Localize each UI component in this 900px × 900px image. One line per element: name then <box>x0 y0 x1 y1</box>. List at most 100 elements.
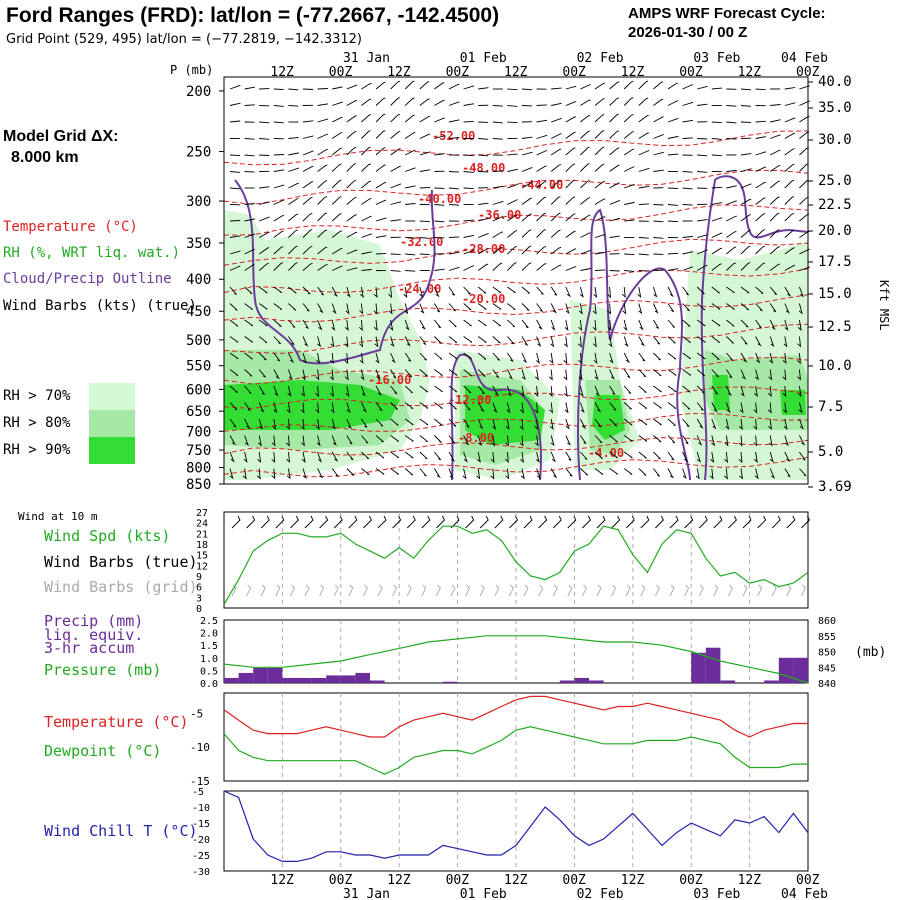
wind-barb <box>244 233 256 238</box>
wind-barb <box>653 98 664 106</box>
wind-barb <box>434 303 441 313</box>
wind-barb <box>580 197 591 205</box>
wind-barb <box>667 187 679 190</box>
wind-barb-true <box>567 515 577 529</box>
wind-barb <box>796 352 801 365</box>
wind-barb <box>448 402 457 410</box>
wind-barb <box>258 435 262 447</box>
wind-barb <box>753 402 758 414</box>
wind-barb <box>579 286 584 298</box>
wind-barb <box>638 132 650 139</box>
wind-barb <box>315 402 320 414</box>
wind-barb <box>375 81 386 90</box>
wind-barb <box>726 170 737 172</box>
wind-barb <box>317 148 328 156</box>
wind-barb <box>286 418 290 431</box>
wind-barb <box>273 184 285 189</box>
wind-barb <box>463 402 471 411</box>
wind-barb <box>419 98 430 106</box>
wind-barb <box>492 418 497 430</box>
precip-bar <box>267 667 283 683</box>
wind-barb <box>507 153 518 156</box>
wind-barb <box>536 229 546 238</box>
wind-barb <box>740 319 749 328</box>
wind-barb-true <box>582 515 591 529</box>
wind-barb <box>682 303 690 312</box>
precip-bar <box>224 677 239 683</box>
wind-barb <box>653 352 661 361</box>
wind-barb <box>448 303 456 312</box>
wind-barb <box>419 402 429 409</box>
temperature-contour <box>223 169 809 205</box>
wind-barb <box>331 132 343 139</box>
wind-barb <box>301 369 306 381</box>
wind-barb <box>653 336 661 345</box>
wind-barb <box>492 319 502 327</box>
wind-barb <box>623 352 630 364</box>
wind-barb <box>711 186 722 189</box>
temperature-contour-label: -24.00 <box>398 282 441 296</box>
wind-barb <box>507 286 516 294</box>
wind-barb <box>287 369 293 381</box>
time-date-label: 01 Feb <box>460 887 507 900</box>
wind-barb <box>653 369 662 377</box>
wind-barb <box>768 435 773 447</box>
wind-barb-true <box>450 515 460 529</box>
wind-barb <box>565 101 577 106</box>
wind-barb <box>229 265 241 271</box>
wind-ytick-label: 12 <box>196 561 208 572</box>
legend-item: Cloud/Precip Outline <box>3 271 172 287</box>
wind-barb <box>478 233 489 238</box>
wind-barb <box>346 196 357 205</box>
wind-barb <box>448 251 460 255</box>
kft-tick-label: 40.0 <box>818 74 852 90</box>
wind-barb <box>740 214 752 222</box>
wind-barb <box>346 214 357 222</box>
wind-barb <box>492 352 501 361</box>
wind-barb <box>551 118 562 123</box>
wind-barb <box>682 468 687 480</box>
wind-barb <box>317 319 323 331</box>
temperature-contour-label: -20.00 <box>462 292 505 306</box>
wind-barb <box>317 212 327 222</box>
wind-barb <box>390 385 398 395</box>
wind-barb <box>580 146 590 156</box>
wind-barb <box>726 262 736 271</box>
wind-barb <box>229 187 241 190</box>
wind-barb <box>565 116 577 123</box>
cloud-outline <box>234 179 436 365</box>
wind-barb <box>463 336 473 343</box>
wind-barb <box>375 435 384 443</box>
wind-barb <box>711 435 716 447</box>
wind-ytick-label: 3 <box>196 593 202 604</box>
wind-barb <box>667 286 674 298</box>
wind-barb <box>755 352 761 364</box>
wind-barb <box>507 199 518 205</box>
wind-barb <box>317 468 324 479</box>
wind-barb <box>302 120 314 123</box>
wind-barb <box>273 319 282 327</box>
time-date-label: 03 Feb <box>693 887 740 900</box>
temperature-contour-label: -4.00 <box>588 446 624 460</box>
wind-barb <box>565 435 572 446</box>
wind-barb <box>638 168 650 172</box>
wind-barb <box>229 352 239 360</box>
wind-barb <box>390 201 402 205</box>
wind-barb <box>710 451 715 464</box>
wind-barb <box>594 234 606 238</box>
wind-barb <box>288 137 299 139</box>
wind-barb-true <box>552 515 562 529</box>
wind-barb <box>301 451 306 463</box>
wind-barb <box>565 266 577 271</box>
wind-barb <box>594 216 606 222</box>
wind-barb <box>259 186 270 189</box>
wind-barb <box>682 418 690 428</box>
wind-barb <box>448 286 455 296</box>
wind-barb <box>740 105 752 107</box>
wind-barb <box>419 186 430 189</box>
wind-barb <box>317 229 328 238</box>
wind-barb <box>667 268 679 271</box>
wind-barb <box>244 104 255 106</box>
wind-barb <box>375 199 387 205</box>
